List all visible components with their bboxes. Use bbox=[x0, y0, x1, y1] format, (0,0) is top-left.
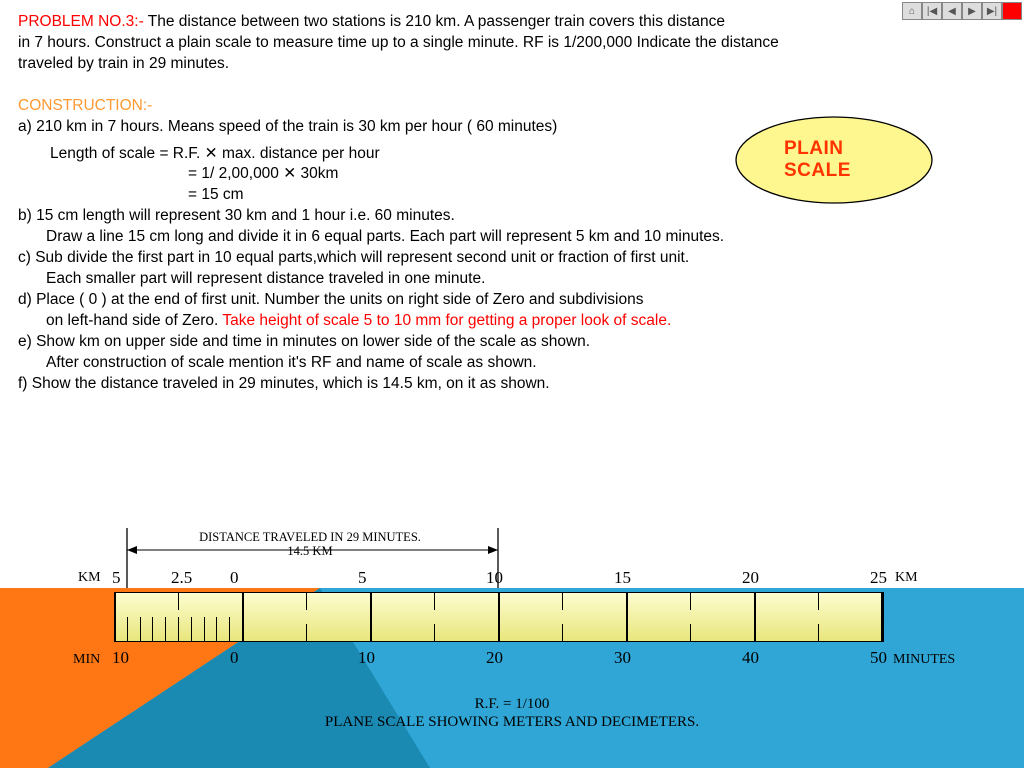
min-side-right: MINUTES bbox=[893, 652, 955, 668]
km-value: 10 bbox=[486, 568, 503, 588]
min-value: 20 bbox=[486, 648, 503, 668]
minor-tick bbox=[165, 617, 166, 642]
minor-tick bbox=[152, 617, 153, 642]
min-value: 50 bbox=[870, 648, 887, 668]
minor-tick bbox=[216, 617, 217, 642]
step-c1: c) Sub divide the first part in 10 equal… bbox=[18, 248, 1006, 269]
major-tick bbox=[498, 592, 500, 642]
step-d2: on left-hand side of Zero. Take height o… bbox=[18, 311, 1006, 332]
minor-tick bbox=[127, 617, 128, 642]
distance-label-2: 14.5 KM bbox=[150, 544, 470, 559]
close-icon[interactable] bbox=[1002, 2, 1022, 20]
problem-label: PROBLEM NO.3:- bbox=[18, 13, 144, 30]
minor-tick bbox=[140, 617, 141, 642]
km-side-right: KM bbox=[895, 570, 918, 586]
home-icon[interactable]: ⌂ bbox=[902, 2, 922, 20]
km-value: 25 bbox=[870, 568, 887, 588]
km-value: 20 bbox=[742, 568, 759, 588]
km-value: 15 bbox=[614, 568, 631, 588]
half-tick bbox=[306, 592, 307, 610]
footer-caption: PLANE SCALE SHOWING METERS AND DECIMETER… bbox=[0, 714, 1024, 731]
step-f: f) Show the distance traveled in 29 minu… bbox=[18, 374, 1006, 395]
km-value: 5 bbox=[112, 568, 121, 588]
problem-text-3: traveled by train in 29 minutes. bbox=[18, 54, 1006, 75]
half-tick-bot bbox=[562, 624, 563, 642]
major-tick bbox=[242, 592, 244, 642]
km-value: 0 bbox=[230, 568, 239, 588]
half-tick-bot bbox=[690, 624, 691, 642]
step-e2: After construction of scale mention it's… bbox=[18, 353, 1006, 374]
first-icon[interactable]: |◀ bbox=[922, 2, 942, 20]
min-value: 10 bbox=[358, 648, 375, 668]
half-tick bbox=[562, 592, 563, 610]
minor-tick bbox=[178, 617, 179, 642]
min-side-left: MIN bbox=[73, 652, 100, 668]
major-tick bbox=[370, 592, 372, 642]
half-tick-bot bbox=[818, 624, 819, 642]
step-b1: b) 15 cm length will represent 30 km and… bbox=[18, 206, 1006, 227]
half-tick bbox=[178, 592, 179, 610]
footer-rf: R.F. = 1/100 bbox=[0, 696, 1024, 713]
half-tick bbox=[690, 592, 691, 610]
step-c2: Each smaller part will represent distanc… bbox=[18, 269, 1006, 290]
half-tick bbox=[434, 592, 435, 610]
min-value: 10 bbox=[112, 648, 129, 668]
half-tick bbox=[818, 592, 819, 610]
major-tick bbox=[754, 592, 756, 642]
minor-tick bbox=[229, 617, 230, 642]
plain-scale-badge: PLAIN SCALE bbox=[734, 115, 934, 205]
badge-label: PLAIN SCALE bbox=[784, 138, 884, 182]
half-tick-bot bbox=[306, 624, 307, 642]
major-tick bbox=[114, 592, 116, 642]
distance-label-1: DISTANCE TRAVELED IN 29 MINUTES. bbox=[150, 530, 470, 545]
major-tick bbox=[882, 592, 884, 642]
step-d1: d) Place ( 0 ) at the end of first unit.… bbox=[18, 290, 1006, 311]
km-value: 5 bbox=[358, 568, 367, 588]
last-icon[interactable]: ▶| bbox=[982, 2, 1002, 20]
next-icon[interactable]: ▶ bbox=[962, 2, 982, 20]
half-tick-bot bbox=[434, 624, 435, 642]
min-value: 40 bbox=[742, 648, 759, 668]
step-e1: e) Show km on upper side and time in min… bbox=[18, 332, 1006, 353]
min-value: 30 bbox=[614, 648, 631, 668]
scale-diagram: DISTANCE TRAVELED IN 29 MINUTES. 14.5 KM… bbox=[0, 528, 1024, 768]
minor-tick bbox=[191, 617, 192, 642]
minor-tick bbox=[204, 617, 205, 642]
km-value: 2.5 bbox=[171, 568, 192, 588]
problem-text-1: The distance between two stations is 210… bbox=[144, 13, 725, 30]
step-b2: Draw a line 15 cm long and divide it in … bbox=[18, 227, 1006, 248]
major-tick bbox=[626, 592, 628, 642]
min-value: 0 bbox=[230, 648, 239, 668]
nav-bar: ⌂ |◀ ◀ ▶ ▶| bbox=[902, 2, 1022, 20]
problem-text-2: in 7 hours. Construct a plain scale to m… bbox=[18, 33, 1006, 54]
construction-label: CONSTRUCTION:- bbox=[18, 96, 1006, 117]
km-side-left: KM bbox=[78, 570, 101, 586]
prev-icon[interactable]: ◀ bbox=[942, 2, 962, 20]
